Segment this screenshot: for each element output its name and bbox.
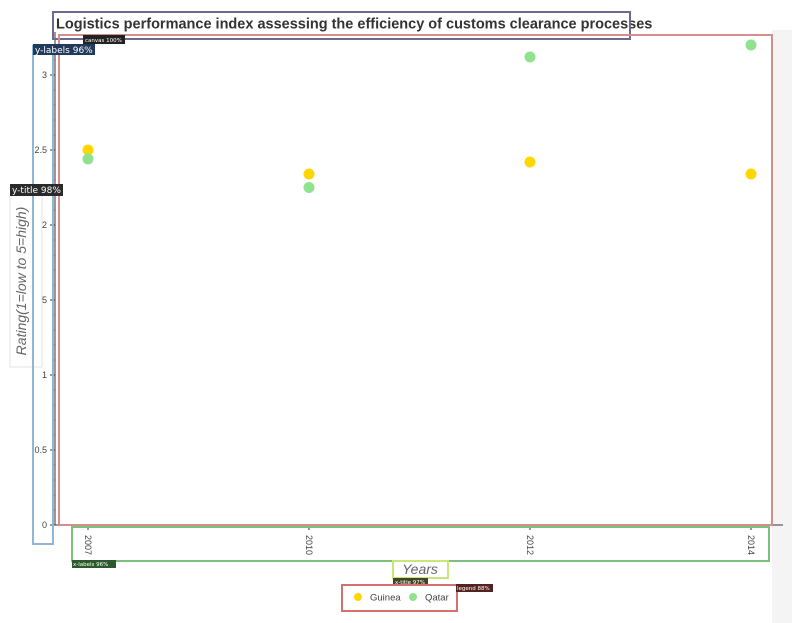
point-guinea-2012 xyxy=(524,156,536,168)
annotation-xtitle-label: x-title 97% xyxy=(395,580,425,586)
annotation-ytitle-label-bg xyxy=(10,184,63,196)
annotation-xlabels-box xyxy=(71,526,770,562)
annotation-ylabels-label: y-labels 96% xyxy=(35,46,93,56)
x-tick-label: 2010 xyxy=(304,535,314,555)
annotation-canvas-label-bg xyxy=(83,35,125,44)
legend-label-qatar: Qatar xyxy=(425,593,449,604)
point-guinea-2010 xyxy=(303,168,315,180)
annotation-xlabels-label-bg xyxy=(72,560,116,568)
legend-label-guinea: Guinea xyxy=(370,593,401,604)
annotation-canvas-label: canvas 100% xyxy=(85,38,122,44)
annotation-legend-label-bg xyxy=(456,584,493,592)
x-tick-label: 2007 xyxy=(83,535,93,555)
annotation-overlay: canvas 100% y-labels 96% y-title 98% x-labe… xyxy=(10,11,773,612)
x-tick-label: 2012 xyxy=(525,535,535,555)
annotation-legend-box xyxy=(341,584,458,612)
annotation-canvas-box xyxy=(58,34,773,526)
annotation-ytitle-label: y-title 98% xyxy=(12,186,61,196)
y-tick-label: 2.5 xyxy=(34,145,47,155)
data-points xyxy=(82,39,757,193)
y-tick-label: 0 xyxy=(42,520,47,530)
chart-title: Logistics performance index assessing th… xyxy=(56,17,652,33)
legend: Guinea Qatar xyxy=(354,593,449,604)
point-qatar-2007 xyxy=(82,153,94,165)
annotation-xtitle-label-bg xyxy=(393,578,428,586)
y-tick-label: 2 xyxy=(42,220,47,230)
point-guinea-2014 xyxy=(745,168,757,180)
annotation-title-box xyxy=(52,11,631,40)
legend-marker-qatar xyxy=(409,593,417,601)
plot-frame xyxy=(54,32,783,526)
point-qatar-2014 xyxy=(745,39,757,51)
y-tick-label: 3 xyxy=(42,70,47,80)
annotation-xlabels-label: x-labels 96% xyxy=(73,562,108,568)
x-axis-title: Years xyxy=(402,561,438,577)
annotation-legend-label: legend 88% xyxy=(457,586,490,592)
legend-marker-guinea xyxy=(354,593,362,601)
y-tick-label: 1 xyxy=(42,370,47,380)
x-tick-label: 2014 xyxy=(746,535,756,555)
x-axis: 2007 2010 2012 2014 xyxy=(83,525,756,555)
y-axis-title: Rating(1=low to 5=high) xyxy=(13,207,29,356)
annotation-ylabels-label-bg xyxy=(33,44,95,55)
point-guinea-2007 xyxy=(82,144,94,156)
y-axis-title-wrap: Rating(1=low to 5=high) xyxy=(9,194,43,368)
point-qatar-2010 xyxy=(303,182,315,193)
page-edge-shade xyxy=(772,30,792,623)
y-tick-label: 0.5 xyxy=(34,445,47,455)
point-qatar-2012 xyxy=(524,51,536,63)
